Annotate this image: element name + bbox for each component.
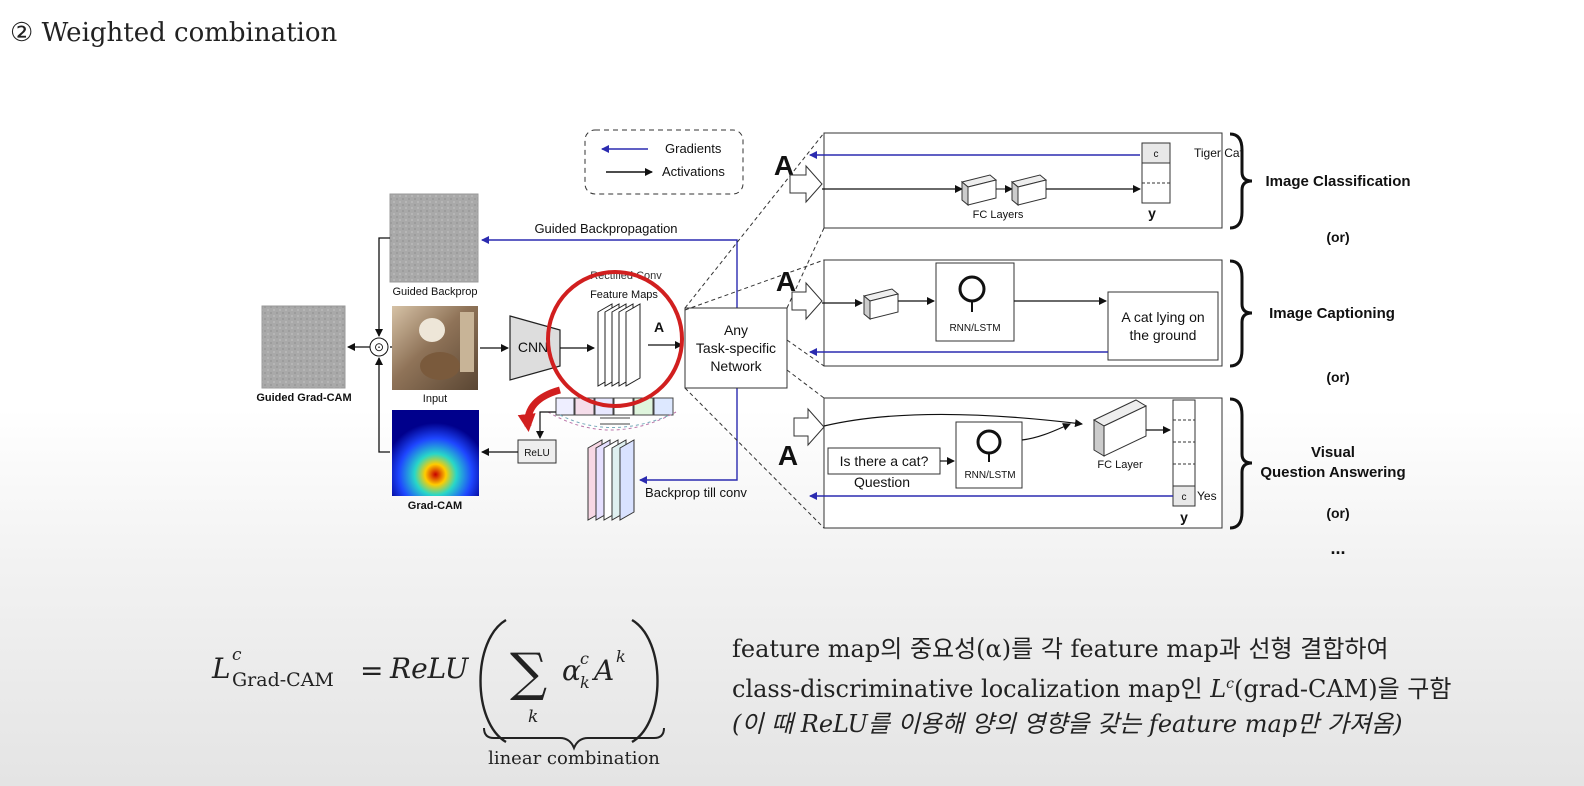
classification-fc-layers	[960, 174, 1048, 207]
or-separator-1: (or)	[1326, 229, 1349, 245]
network-label-line3: Network	[710, 358, 762, 374]
backprop-till-conv-arrow	[639, 390, 738, 484]
legend-gradients-label: Gradients	[665, 141, 722, 156]
formula-lhs-sup: c	[232, 645, 242, 665]
vqa-task-name-line1: Visual	[1311, 444, 1355, 461]
gradcam-architecture-diagram: Gradients Activations Guided Backprop In…	[256, 129, 1411, 558]
vqa-question-label: Question	[854, 474, 910, 490]
captioning-input-arrow	[791, 281, 823, 321]
classification-brace	[1229, 132, 1253, 230]
slide-title: ② Weighted combination	[10, 18, 338, 48]
formula-alpha-sub: k	[580, 673, 590, 692]
formula-lhs-sub: Grad-CAM	[232, 669, 334, 691]
gradient-maps-stack	[587, 439, 635, 521]
vqa-panel: A Is there a cat? Question RNN/LSTM FC L…	[778, 397, 1223, 529]
description-line3: (이 때 ReLU를 이용해 양의 영향을 갖는 feature map만 가져…	[732, 710, 1403, 738]
vqa-task-name-line2: Question Answering	[1260, 464, 1405, 481]
formula-underbrace	[483, 727, 665, 751]
description-line2-sup: c	[1226, 676, 1234, 692]
classification-input-arrow	[789, 164, 823, 204]
task-specific-network-box	[684, 307, 788, 389]
description-line2-part1: class-discriminative localization map인	[732, 675, 1211, 703]
guided-backpropagation-label: Guided Backpropagation	[534, 221, 677, 236]
formula-lhs-symbol: L	[211, 652, 231, 685]
dot-operator: ⊙	[374, 340, 384, 354]
vqa-fc-layer	[1092, 399, 1148, 457]
formula-alpha: α	[562, 654, 581, 687]
formula-left-paren	[479, 618, 507, 744]
description-line2-L: L	[1210, 675, 1227, 703]
vqa-fc-label: FC Layer	[1097, 459, 1143, 471]
cnn-label: CNN	[518, 339, 548, 355]
gradcam-label: Grad-CAM	[408, 500, 462, 512]
captioning-fc-layer	[862, 288, 900, 321]
input-label: Input	[423, 393, 447, 405]
guided-gradcam-image	[261, 305, 346, 389]
classification-output-vector	[1141, 142, 1171, 204]
classification-c-label: c	[1154, 149, 1159, 160]
formula-underbrace-label: linear combination	[488, 748, 660, 769]
captioning-rnn-label: RNN/LSTM	[949, 323, 1000, 334]
gradcam-formula: L c Grad-CAM = ReLU ∑ k α c k A k linear…	[211, 618, 665, 769]
feature-maps-label: Feature Maps	[590, 289, 658, 301]
feature-maps-highlight-circle	[546, 270, 684, 408]
formula-sum-symbol: ∑	[510, 643, 547, 703]
or-separator-2: (or)	[1326, 369, 1349, 385]
caption-line2: the ground	[1130, 327, 1197, 343]
description-line2-part2: (grad-CAM)을 구함	[1233, 675, 1452, 703]
vqa-question-text: Is there a cat?	[840, 453, 929, 469]
vqa-output-vector	[1172, 399, 1196, 507]
vqa-y-label: y	[1180, 509, 1188, 525]
formula-relu-word: ReLU	[389, 652, 470, 685]
formula-a-symbol: A	[591, 654, 614, 687]
vqa-brace	[1229, 397, 1253, 530]
guided-backprop-image	[389, 193, 479, 283]
network-label-line1: Any	[724, 322, 748, 338]
classification-panel: A FC Layers c Tiger Cat y	[774, 132, 1244, 229]
feature-maps-stack	[597, 303, 641, 387]
guided-backprop-label: Guided Backprop	[393, 286, 478, 298]
caption-line1: A cat lying on	[1121, 309, 1204, 325]
classification-task-name: Image Classification	[1265, 173, 1410, 190]
backprop-till-conv-label: Backprop till conv	[645, 485, 747, 500]
classification-a-label: A	[774, 150, 794, 181]
highlight-arrow	[517, 386, 562, 432]
caption-output-box	[1107, 291, 1219, 361]
formula-a-sup: k	[616, 647, 626, 666]
guided-gradcam-label: Guided Grad-CAM	[256, 392, 351, 404]
weights-row	[547, 397, 677, 431]
legend-activations-label: Activations	[662, 164, 725, 179]
formula-equals: =	[360, 654, 383, 687]
legend-box: Gradients Activations	[584, 129, 744, 195]
description-line2: class-discriminative localization map인 L…	[732, 667, 1572, 707]
formula-right-paren	[631, 618, 659, 744]
network-label-line2: Task-specific	[696, 340, 776, 356]
feature-map-a-label: A	[654, 319, 664, 335]
or-separator-3: (or)	[1326, 505, 1349, 521]
classification-y-label: y	[1148, 205, 1156, 221]
vqa-rnn-label: RNN/LSTM	[964, 470, 1015, 481]
captioning-task-name: Image Captioning	[1269, 305, 1395, 322]
vqa-answer-label: Yes	[1197, 489, 1217, 503]
expansion-lines	[684, 132, 825, 529]
gradcam-heatmap-image	[392, 410, 479, 496]
formula-sum-index: k	[528, 707, 538, 727]
vqa-input-arrow	[793, 407, 825, 447]
captioning-brace	[1229, 259, 1253, 368]
formula-alpha-sup: c	[580, 649, 589, 668]
vqa-c-label: c	[1182, 492, 1187, 503]
captioning-panel: A RNN/LSTM A cat lying on the ground	[776, 259, 1223, 367]
formula-description: feature map의 중요성(α)를 각 feature map과 선형 결…	[732, 632, 1572, 742]
classification-class-label: Tiger Cat	[1194, 146, 1244, 160]
vqa-a-label: A	[778, 440, 798, 471]
relu-box-label: ReLU	[524, 448, 550, 459]
more-tasks-ellipsis: ...	[1330, 538, 1345, 558]
input-image	[392, 306, 478, 390]
description-line1: feature map의 중요성(α)를 각 feature map과 선형 결…	[732, 635, 1389, 663]
captioning-a-label: A	[776, 266, 796, 297]
classification-fc-label: FC Layers	[973, 209, 1024, 221]
